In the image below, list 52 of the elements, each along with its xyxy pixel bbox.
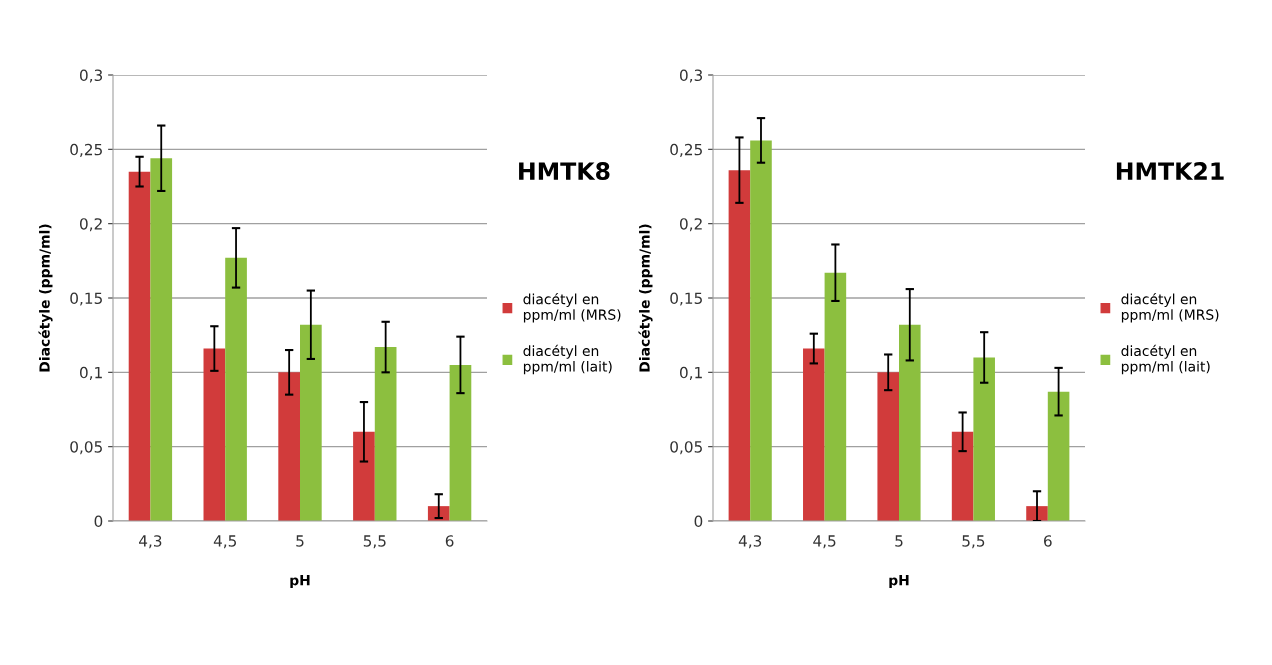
- legend-label: diacétyl en ppm/ml (lait): [523, 344, 612, 375]
- bar: [203, 348, 226, 521]
- x-axis-title: pH: [889, 575, 909, 589]
- y-tick-label: 0,1: [679, 366, 702, 380]
- bar: [803, 348, 825, 521]
- bar: [225, 257, 247, 521]
- y-tick-label: 0,25: [70, 143, 102, 157]
- y-tick-label: 0,15: [670, 292, 702, 306]
- bar: [824, 272, 847, 521]
- legend-label: diacétyl en ppm/ml (lait): [1121, 344, 1210, 375]
- bar: [899, 324, 921, 521]
- y-tick-label: 0: [694, 515, 703, 528]
- bar: [278, 372, 300, 521]
- x-tick-label: 5,5: [363, 535, 386, 549]
- x-tick-label: 5: [296, 535, 304, 547]
- legend-label: diacétyl en ppm/ml (MRS): [1121, 293, 1219, 323]
- x-axis-title: pH: [290, 575, 310, 589]
- y-tick-label: 0,1: [79, 366, 102, 380]
- bar: [951, 431, 974, 521]
- bar: [877, 372, 899, 521]
- y-tick-label: 0,3: [679, 69, 703, 83]
- y-tick-label: 0,2: [79, 218, 102, 232]
- y-tick-label: 0,05: [670, 441, 702, 455]
- text: HMTK21: [1116, 162, 1224, 180]
- y-tick-label: 0: [94, 515, 103, 528]
- y-axis-title: Diacétyle (ppm/ml): [638, 224, 653, 372]
- bar: [750, 140, 772, 521]
- bar: [300, 324, 322, 521]
- bar: [150, 158, 173, 521]
- x-tick-label: 4,3: [139, 535, 162, 549]
- legend-label: diacétyl en ppm/ml (MRS): [523, 293, 621, 323]
- bar: [449, 364, 472, 521]
- bar: [374, 347, 397, 521]
- x-tick-label: 4,3: [738, 535, 762, 549]
- x-tick-label: 4,5: [813, 535, 836, 549]
- x-tick-label: 4,5: [213, 535, 237, 549]
- x-tick-label: 6: [1044, 535, 1052, 547]
- x-tick-label: 6: [445, 535, 454, 547]
- bar: [1047, 391, 1070, 521]
- bar: [353, 431, 375, 521]
- bar: [973, 357, 995, 521]
- y-tick-label: 0,15: [70, 292, 102, 306]
- y-axis-title: Diacétyle (ppm/ml): [38, 224, 53, 372]
- y-tick-label: 0,3: [79, 69, 103, 83]
- y-tick-label: 0,25: [670, 143, 702, 157]
- y-tick-label: 0,05: [70, 441, 102, 455]
- x-tick-label: 5,5: [962, 535, 985, 549]
- bar: [128, 171, 151, 521]
- y-tick-label: 0,2: [679, 218, 702, 232]
- bar: [728, 170, 751, 521]
- text: HMTK8: [519, 162, 610, 180]
- x-tick-label: 5: [895, 535, 903, 547]
